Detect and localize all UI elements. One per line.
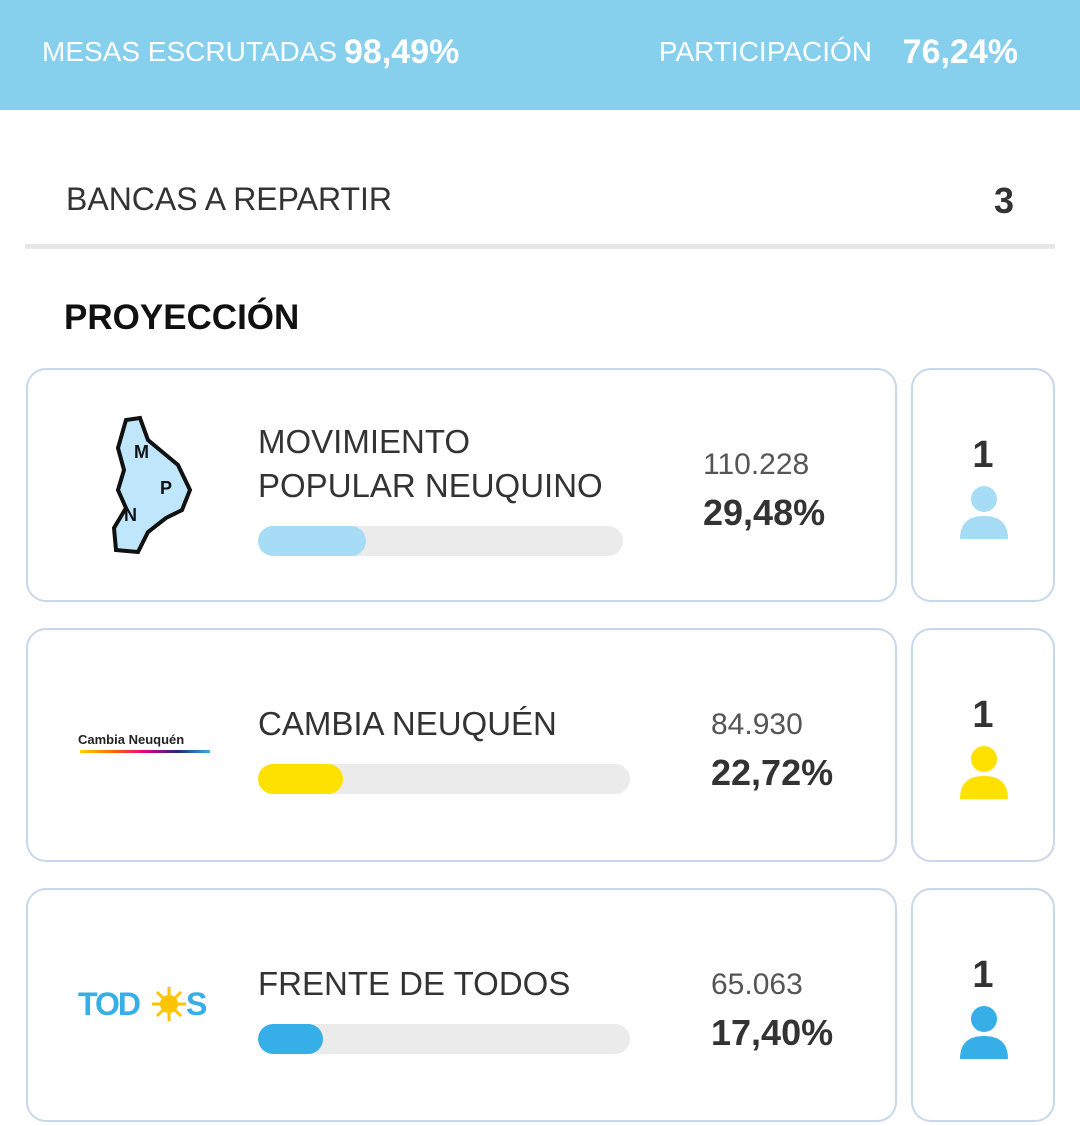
party-card: Cambia Neuquén CAMBIA NEUQUÉN 84.930 22,72% [26, 628, 897, 862]
seat-icon [960, 1006, 1008, 1059]
party-name: POPULAR NEUQUINO [258, 467, 603, 504]
logo-text: Cambia Neuquén [78, 732, 185, 747]
percent: 29,48% [703, 492, 826, 533]
logo-letter: P [160, 478, 173, 498]
seats-card: 1 [911, 888, 1055, 1122]
bar-track [258, 764, 630, 794]
logo-text: TOD [78, 986, 141, 1022]
logo-shape [111, 415, 193, 555]
seat-icon [960, 746, 1008, 799]
seats-card: 1 [911, 628, 1055, 862]
bancas-value: 3 [993, 180, 1014, 221]
votes: 84.930 [711, 708, 803, 741]
party-logo: TOD S [78, 930, 218, 1080]
bar-track [258, 1024, 630, 1054]
bar-fill [258, 764, 343, 794]
party-name: FRENTE DE TODOS [258, 965, 571, 1002]
bar-fill [258, 1024, 323, 1054]
logo-text: S [186, 986, 208, 1022]
party-card: TOD S FRENTE DE TODOS 65.063 17,40% [26, 888, 897, 1122]
logo-letter: M [134, 442, 149, 462]
section-title: PROYECCIÓN [64, 298, 300, 337]
votes: 65.063 [711, 968, 803, 1001]
percent: 17,40% [711, 1012, 834, 1053]
votes: 110.228 [703, 448, 810, 481]
summary-bar: MESAS ESCRUTADAS 98,49% PARTICIPACIÓN 76… [0, 0, 1080, 110]
mesas-label: MESAS ESCRUTADAS [42, 36, 338, 67]
party-card: M P N MOVIMIENTO POPULAR NEUQUINO 110.228 29,4… [26, 368, 897, 602]
seats: 1 [972, 694, 994, 736]
participacion-value: 76,24% [902, 33, 1018, 71]
participacion-label: PARTICIPACIÓN [658, 36, 872, 67]
divider [25, 244, 1055, 249]
bancas-label: BANCAS A REPARTIR [66, 181, 393, 217]
percent: 22,72% [711, 752, 834, 793]
logo-stripe [80, 750, 210, 753]
seat-icon [960, 486, 1008, 539]
seats: 1 [972, 434, 994, 476]
party-logo: Cambia Neuquén [78, 670, 218, 820]
logo-letter: N [124, 505, 137, 525]
seats-card: 1 [911, 368, 1055, 602]
seats: 1 [972, 954, 994, 996]
logo-sun [152, 987, 186, 1021]
bar-fill [258, 526, 366, 556]
bar-track [258, 526, 623, 556]
party-name: MOVIMIENTO [258, 423, 471, 460]
party-name: CAMBIA NEUQUÉN [258, 705, 557, 742]
mesas-value: 98,49% [344, 33, 460, 71]
